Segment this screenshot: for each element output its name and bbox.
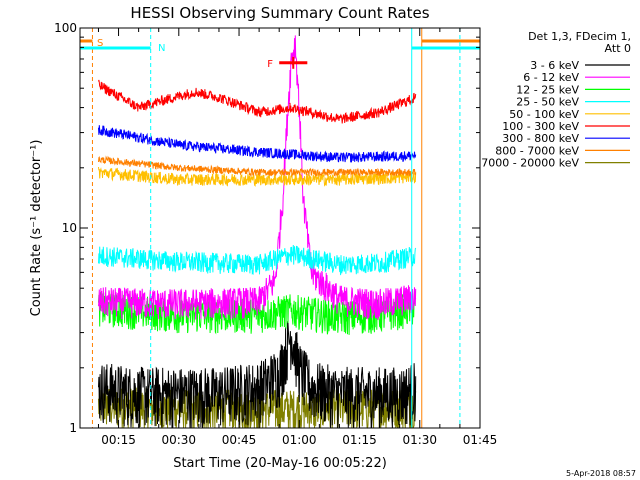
x-tick-label: 01:30 [402,433,437,447]
legend-label-6: 100 - 300 keV [502,120,579,133]
legend-label-1: 3 - 6 keV [530,59,579,72]
plot-overlay: S N F [80,28,480,428]
y-tick-label: 100 [54,21,77,35]
flag-label-f: F [267,59,273,70]
legend-header-line-2: Att 0 [605,42,631,55]
flag-label-s: S [97,38,103,49]
footer-timestamp: 5-Apr-2018 08:57 [566,469,636,478]
x-tick-label: 00:15 [101,433,136,447]
plot-area [98,35,417,429]
x-tick-label: 01:15 [342,433,377,447]
series-line-8 [98,155,417,178]
legend-label-3: 12 - 25 keV [516,83,579,96]
x-tick-label: 01:00 [282,433,317,447]
legend-label-5: 50 - 100 keV [509,108,579,121]
legend-label-8: 800 - 7000 keV [495,144,579,157]
x-tick-label: 01:45 [463,433,498,447]
legend-label-7: 300 - 800 keV [502,132,579,145]
axes: 00:15 00:30 00:45 01:00 01:15 01:30 01:45 1 10 10… [54,21,497,447]
y-tick-label: 10 [62,221,77,235]
y-tick-label: 1 [69,421,77,435]
series-line-1 [98,321,417,429]
legend-label-2: 6 - 12 keV [523,71,579,84]
legend-header-line-1: Det 1,3, FDecim 1, [528,30,631,43]
flag-label-n: N [158,43,165,54]
series-line-2 [98,35,417,320]
series-line-5 [98,166,417,187]
x-tick-label: 00:45 [222,433,257,447]
y-axis-label: Count Rate (s⁻¹ detector⁻¹) [29,140,44,317]
legend-label-4: 25 - 50 keV [516,96,579,109]
chart-title: HESSI Observing Summary Count Rates [130,4,429,22]
series-line-4 [98,244,417,276]
series-line-6 [98,79,417,124]
x-axis-label: Start Time (20-May-16 00:05:22) [173,456,387,471]
series-line-7 [98,125,417,163]
x-tick-label: 00:30 [161,433,196,447]
legend-label-9: 7000 - 20000 keV [481,157,579,170]
